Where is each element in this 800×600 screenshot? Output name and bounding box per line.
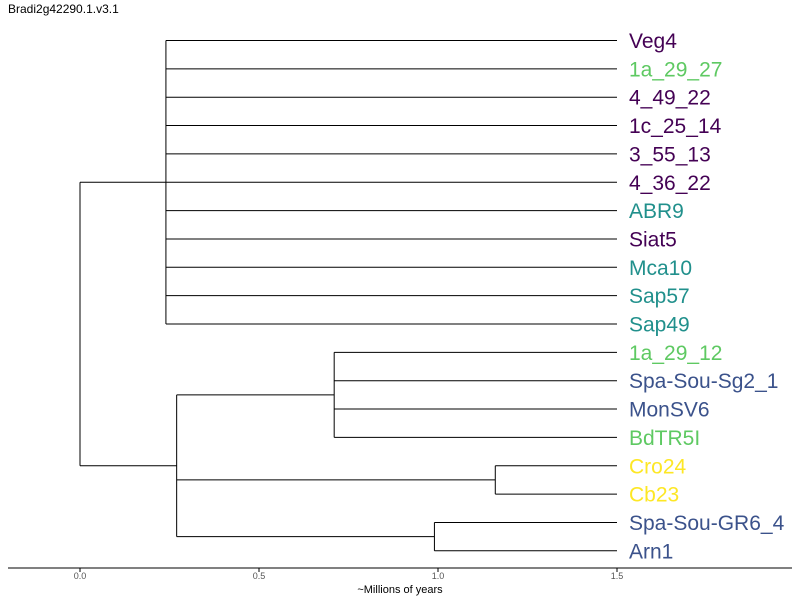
leaf-label: Siat5 (629, 228, 677, 251)
leaf-label: Mca10 (629, 257, 692, 280)
x-axis-ticks: 0.0 0.5 1.0 1.5 (74, 568, 624, 581)
leaf-label: Spa-Sou-GR6_4 (629, 512, 785, 535)
chart-title: Bradi2g42290.1.v3.1 (8, 2, 119, 16)
leaf-label: 3_55_13 (629, 143, 711, 166)
tree-branches (79, 40, 617, 552)
x-axis-tick-label: 1.0 (432, 571, 445, 581)
x-axis-tick-label: 0.0 (74, 571, 87, 581)
leaf-label: 1c_25_14 (629, 115, 722, 138)
leaf-label: ABR9 (629, 200, 684, 223)
x-axis-tick-label: 0.5 (253, 571, 266, 581)
leaf-label: Sap57 (629, 285, 690, 308)
leaf-label: 1a_29_12 (629, 342, 722, 365)
leaf-label: Cb23 (629, 484, 679, 507)
leaf-label: Spa-Sou-Sg2_1 (629, 370, 778, 393)
leaf-labels: Veg4 1a_29_27 4_49_22 1c_25_14 3_55_13 4_36_2… (629, 30, 785, 563)
x-axis-tick-label: 1.5 (611, 571, 624, 581)
x-axis: 0.0 0.5 1.0 1.5 ~Millions of years (8, 567, 792, 596)
leaf-label: 4_36_22 (629, 172, 711, 195)
leaf-label: 4_49_22 (629, 87, 711, 110)
x-axis-label: ~Millions of years (357, 584, 443, 596)
leaf-label: Sap49 (629, 314, 690, 337)
leaf-label: Arn1 (629, 540, 673, 563)
leaf-label: BdTR5I (629, 427, 700, 450)
leaf-label: 1a_29_27 (629, 58, 722, 81)
leaf-label: Cro24 (629, 455, 687, 478)
leaf-label: Veg4 (629, 30, 677, 53)
leaf-label: MonSV6 (629, 399, 710, 422)
